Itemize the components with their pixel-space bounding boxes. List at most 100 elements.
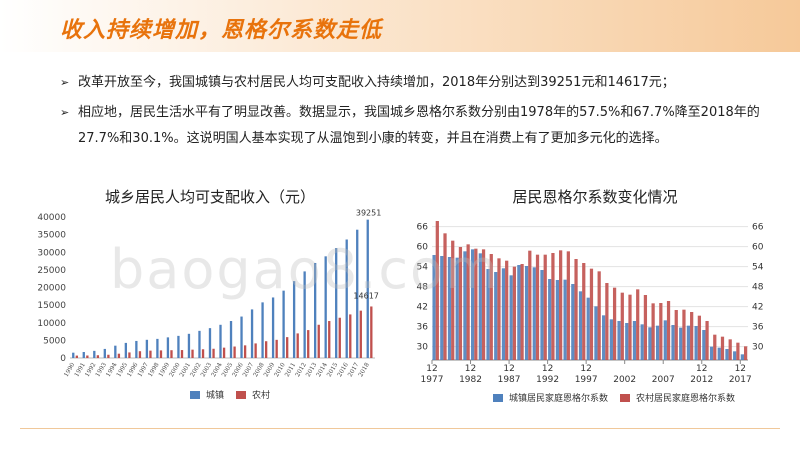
y2-tick-label: 48	[752, 283, 764, 293]
bar-rural	[566, 251, 570, 360]
bar-urban	[494, 272, 498, 360]
bar-urban	[324, 256, 327, 358]
bullet-text: 相应地，居民生活水平有了明显改善。数据显示，我国城乡恩格尔系数分别由1978年的…	[78, 105, 760, 146]
slide-title: 收入持续增加，恩格尔系数走低	[60, 18, 383, 43]
x-tick-month: 12	[542, 364, 553, 374]
bar-rural	[743, 346, 748, 360]
bar-urban	[103, 348, 106, 358]
legend-swatch-rural	[620, 393, 631, 402]
title-bar	[0, 0, 800, 52]
bar-urban	[578, 291, 583, 360]
x-tick-year: 1977	[421, 375, 444, 385]
bar-rural	[690, 312, 694, 360]
x-tick-label: 2018	[357, 361, 371, 378]
bar-urban	[563, 279, 567, 360]
bar-urban	[540, 270, 544, 360]
legend-label-rural: 农村居民家庭恩格尔系数	[636, 394, 736, 404]
bar-rural	[505, 260, 509, 360]
bar-rural	[243, 345, 247, 358]
bar-urban	[640, 324, 644, 360]
bar-rural	[212, 348, 215, 358]
bar-urban	[366, 219, 369, 358]
bar-urban	[166, 337, 170, 358]
bar-urban	[219, 324, 222, 358]
engel-chart: 3036424854606630364248546066121977121982…	[417, 221, 764, 385]
bar-urban	[655, 325, 660, 360]
x-tick-year: 2007	[652, 375, 675, 385]
legend-label-urban: 城镇	[206, 391, 225, 401]
bar-rural	[466, 244, 470, 360]
bullet-text: 改革开放至今，我国城镇与农村居民人均可支配收入持续增加，2018年分别达到392…	[78, 75, 675, 90]
bar-urban	[478, 253, 482, 360]
bar-urban	[187, 333, 191, 358]
bar-rural	[636, 289, 640, 360]
bar-urban	[555, 280, 560, 360]
engel-legend: 城镇居民家庭恩格尔系数 农村居民家庭恩格尔系数	[493, 391, 735, 404]
bar-rural	[559, 250, 563, 360]
bar-rural	[128, 352, 131, 358]
y-tick-label: 66	[417, 223, 429, 233]
bar-urban	[356, 229, 359, 358]
bar-rural	[736, 342, 740, 360]
legend-swatch-rural	[236, 390, 247, 399]
y-tick-label: 15000	[37, 301, 66, 311]
x-tick-year: 1992	[536, 375, 559, 385]
bar-urban	[440, 256, 444, 360]
bar-urban	[82, 352, 85, 358]
y2-tick-label: 36	[752, 323, 764, 333]
bar-rural	[582, 263, 586, 360]
bar-rural	[328, 321, 331, 358]
bar-urban	[177, 335, 180, 358]
bar-rural	[86, 355, 89, 358]
bar-urban	[250, 309, 254, 358]
bar-urban	[335, 248, 338, 358]
bar-urban	[447, 257, 452, 360]
y-tick-label: 30	[417, 343, 429, 353]
bar-rural	[75, 355, 78, 358]
bar-urban	[717, 347, 721, 360]
bar-rural	[458, 247, 463, 360]
y-tick-label: 54	[417, 263, 429, 273]
bar-rural	[605, 283, 609, 360]
y2-tick-label: 66	[752, 223, 764, 233]
bar-urban	[686, 325, 691, 360]
bar-rural	[543, 254, 547, 360]
bar-rural	[651, 303, 655, 360]
bar-urban	[648, 327, 652, 360]
bar-urban	[694, 326, 698, 360]
bar-rural	[628, 294, 632, 360]
x-tick-year: 1982	[459, 375, 482, 385]
bar-rural	[597, 271, 601, 360]
bar-urban	[501, 268, 506, 360]
bar-urban	[725, 349, 729, 360]
arrow-icon: ➢	[60, 76, 70, 89]
bar-urban	[314, 262, 317, 358]
x-tick-year: 1987	[498, 375, 521, 385]
bar-rural	[233, 346, 236, 358]
bar-rural	[682, 309, 686, 360]
bar-rural	[117, 353, 121, 358]
bar-urban	[463, 251, 467, 360]
bar-urban	[345, 239, 348, 358]
data-label-rural: 14617	[353, 291, 378, 300]
bar-rural	[728, 339, 732, 360]
data-label-urban: 39251	[356, 209, 381, 218]
bar-rural	[296, 333, 299, 358]
bar-rural	[96, 355, 100, 358]
bar-urban	[455, 257, 459, 360]
bar-urban	[303, 271, 306, 358]
bar-rural	[307, 330, 310, 358]
y-tick-label: 0	[60, 354, 66, 364]
y-tick-label: 10000	[37, 319, 66, 329]
bar-urban	[663, 320, 667, 360]
bar-rural	[520, 264, 524, 360]
income-chart-title: 城乡居民人均可支配收入（元）	[104, 188, 315, 206]
bar-urban	[609, 319, 613, 360]
bar-urban	[271, 297, 275, 358]
bar-rural	[620, 292, 624, 360]
bar-rural	[107, 354, 110, 358]
bar-rural	[201, 349, 205, 358]
bar-urban	[632, 321, 637, 360]
bar-urban	[292, 281, 296, 358]
bar-rural	[254, 343, 257, 358]
